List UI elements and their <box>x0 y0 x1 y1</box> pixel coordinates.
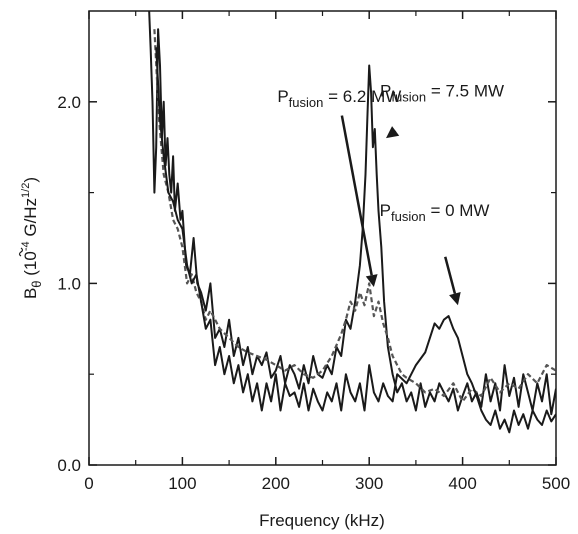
y-axis-title: Bθ (10-4 G/Hz1/2) <box>20 177 44 299</box>
x-tick-label: 300 <box>355 474 383 493</box>
annotation-arrow-1 <box>340 115 373 276</box>
x-tick-label: 100 <box>168 474 196 493</box>
series-line-2 <box>153 29 556 403</box>
x-tick-label: 500 <box>542 474 570 493</box>
y-axis-unit-pre: (10 <box>21 251 40 280</box>
annotation-arrowhead-3 <box>449 292 461 306</box>
annotation-label-2: Pfusion = 7.5 MW <box>380 81 504 104</box>
series-line-1 <box>148 11 556 416</box>
x-axis-title: Frequency (kHz) <box>259 511 385 530</box>
annotation-label-1: Pfusion = 6.2 MW <box>277 87 401 110</box>
annotation-label-3: Pfusion = 0 MW <box>380 201 490 224</box>
x-tick-label: 400 <box>448 474 476 493</box>
x-tick-label: 0 <box>84 474 93 493</box>
annotation-arrowhead-2 <box>386 126 400 139</box>
y-axis-unit-post: ) <box>21 177 40 183</box>
tick-layer: 0 100 200 300 400 500 0.0 1.0 2.0 <box>57 11 570 493</box>
y-axis-unit-exp2: 1/2 <box>20 183 32 198</box>
annotation-arrow-3 <box>444 256 457 294</box>
tilde-mark <box>18 247 24 257</box>
y-tick-label: 1.0 <box>57 274 81 293</box>
series-line-3 <box>155 47 556 434</box>
x-tick-label: 200 <box>262 474 290 493</box>
series-layer <box>148 11 556 434</box>
y-axis-symbol-sub: θ <box>29 280 44 287</box>
y-axis-unit-exp1: -4 <box>20 241 32 251</box>
y-tick-label: 2.0 <box>57 93 81 112</box>
y-tick-label: 0.0 <box>57 456 81 475</box>
y-axis-symbol: B <box>21 288 40 299</box>
plot-frame <box>88 10 557 466</box>
annotation-arrowhead-1 <box>365 274 378 288</box>
y-axis-unit-mid: G/Hz <box>21 198 40 241</box>
